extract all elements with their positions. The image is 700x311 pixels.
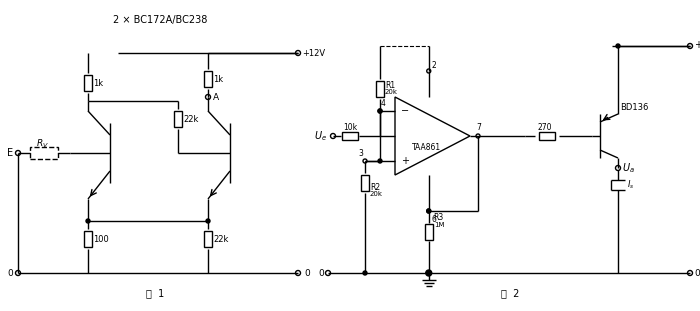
Bar <box>30 147 58 159</box>
Bar <box>342 132 358 140</box>
Circle shape <box>206 219 210 223</box>
Text: 图  1: 图 1 <box>146 288 164 298</box>
Text: 0: 0 <box>304 268 309 277</box>
Text: 4: 4 <box>381 99 386 108</box>
Circle shape <box>378 109 382 113</box>
Circle shape <box>363 271 367 275</box>
Bar <box>174 111 182 127</box>
Text: 7: 7 <box>476 123 481 132</box>
Text: 图  2: 图 2 <box>500 288 519 298</box>
Text: $R_V$: $R_V$ <box>36 138 49 150</box>
Circle shape <box>426 270 432 276</box>
Circle shape <box>427 209 430 213</box>
Text: 1k: 1k <box>213 75 223 83</box>
Bar <box>376 81 384 97</box>
Bar <box>204 71 212 87</box>
Text: −: − <box>401 106 409 116</box>
Text: R2: R2 <box>370 183 380 192</box>
Text: 0: 0 <box>7 268 13 277</box>
Text: 0: 0 <box>318 268 324 277</box>
Circle shape <box>378 159 382 163</box>
Text: $+U_s$: $+U_s$ <box>694 38 700 52</box>
Circle shape <box>86 219 90 223</box>
Text: A: A <box>213 92 219 101</box>
Text: $U_e$: $U_e$ <box>314 129 327 143</box>
Circle shape <box>616 44 620 48</box>
Bar <box>539 132 555 140</box>
Text: 20k: 20k <box>370 191 383 197</box>
Text: 3: 3 <box>358 150 363 159</box>
Bar <box>204 231 212 247</box>
Text: 100: 100 <box>93 234 108 244</box>
Text: 270: 270 <box>537 123 552 132</box>
Bar <box>361 175 369 191</box>
Text: 1k: 1k <box>93 78 103 87</box>
Text: 1M: 1M <box>434 222 444 228</box>
Bar <box>84 75 92 91</box>
Text: 22k: 22k <box>183 114 198 123</box>
Text: 0: 0 <box>694 268 700 277</box>
Text: TAA861: TAA861 <box>412 143 442 152</box>
Text: 2 × BC172A/BC238: 2 × BC172A/BC238 <box>113 15 207 25</box>
Text: BD136: BD136 <box>620 104 648 113</box>
Text: 22k: 22k <box>213 234 228 244</box>
Text: 10k: 10k <box>343 123 357 132</box>
Text: $I_s$: $I_s$ <box>627 179 634 191</box>
Text: E: E <box>7 148 13 158</box>
Bar <box>425 224 433 240</box>
Text: +: + <box>401 156 409 166</box>
Text: 20k: 20k <box>385 89 398 95</box>
Text: R1: R1 <box>385 81 395 90</box>
Text: $U_a$: $U_a$ <box>622 161 635 175</box>
Text: 6: 6 <box>432 215 437 224</box>
Text: R3: R3 <box>434 212 444 221</box>
Text: 2: 2 <box>432 61 437 69</box>
Text: +12V: +12V <box>302 49 325 58</box>
Bar <box>84 231 92 247</box>
